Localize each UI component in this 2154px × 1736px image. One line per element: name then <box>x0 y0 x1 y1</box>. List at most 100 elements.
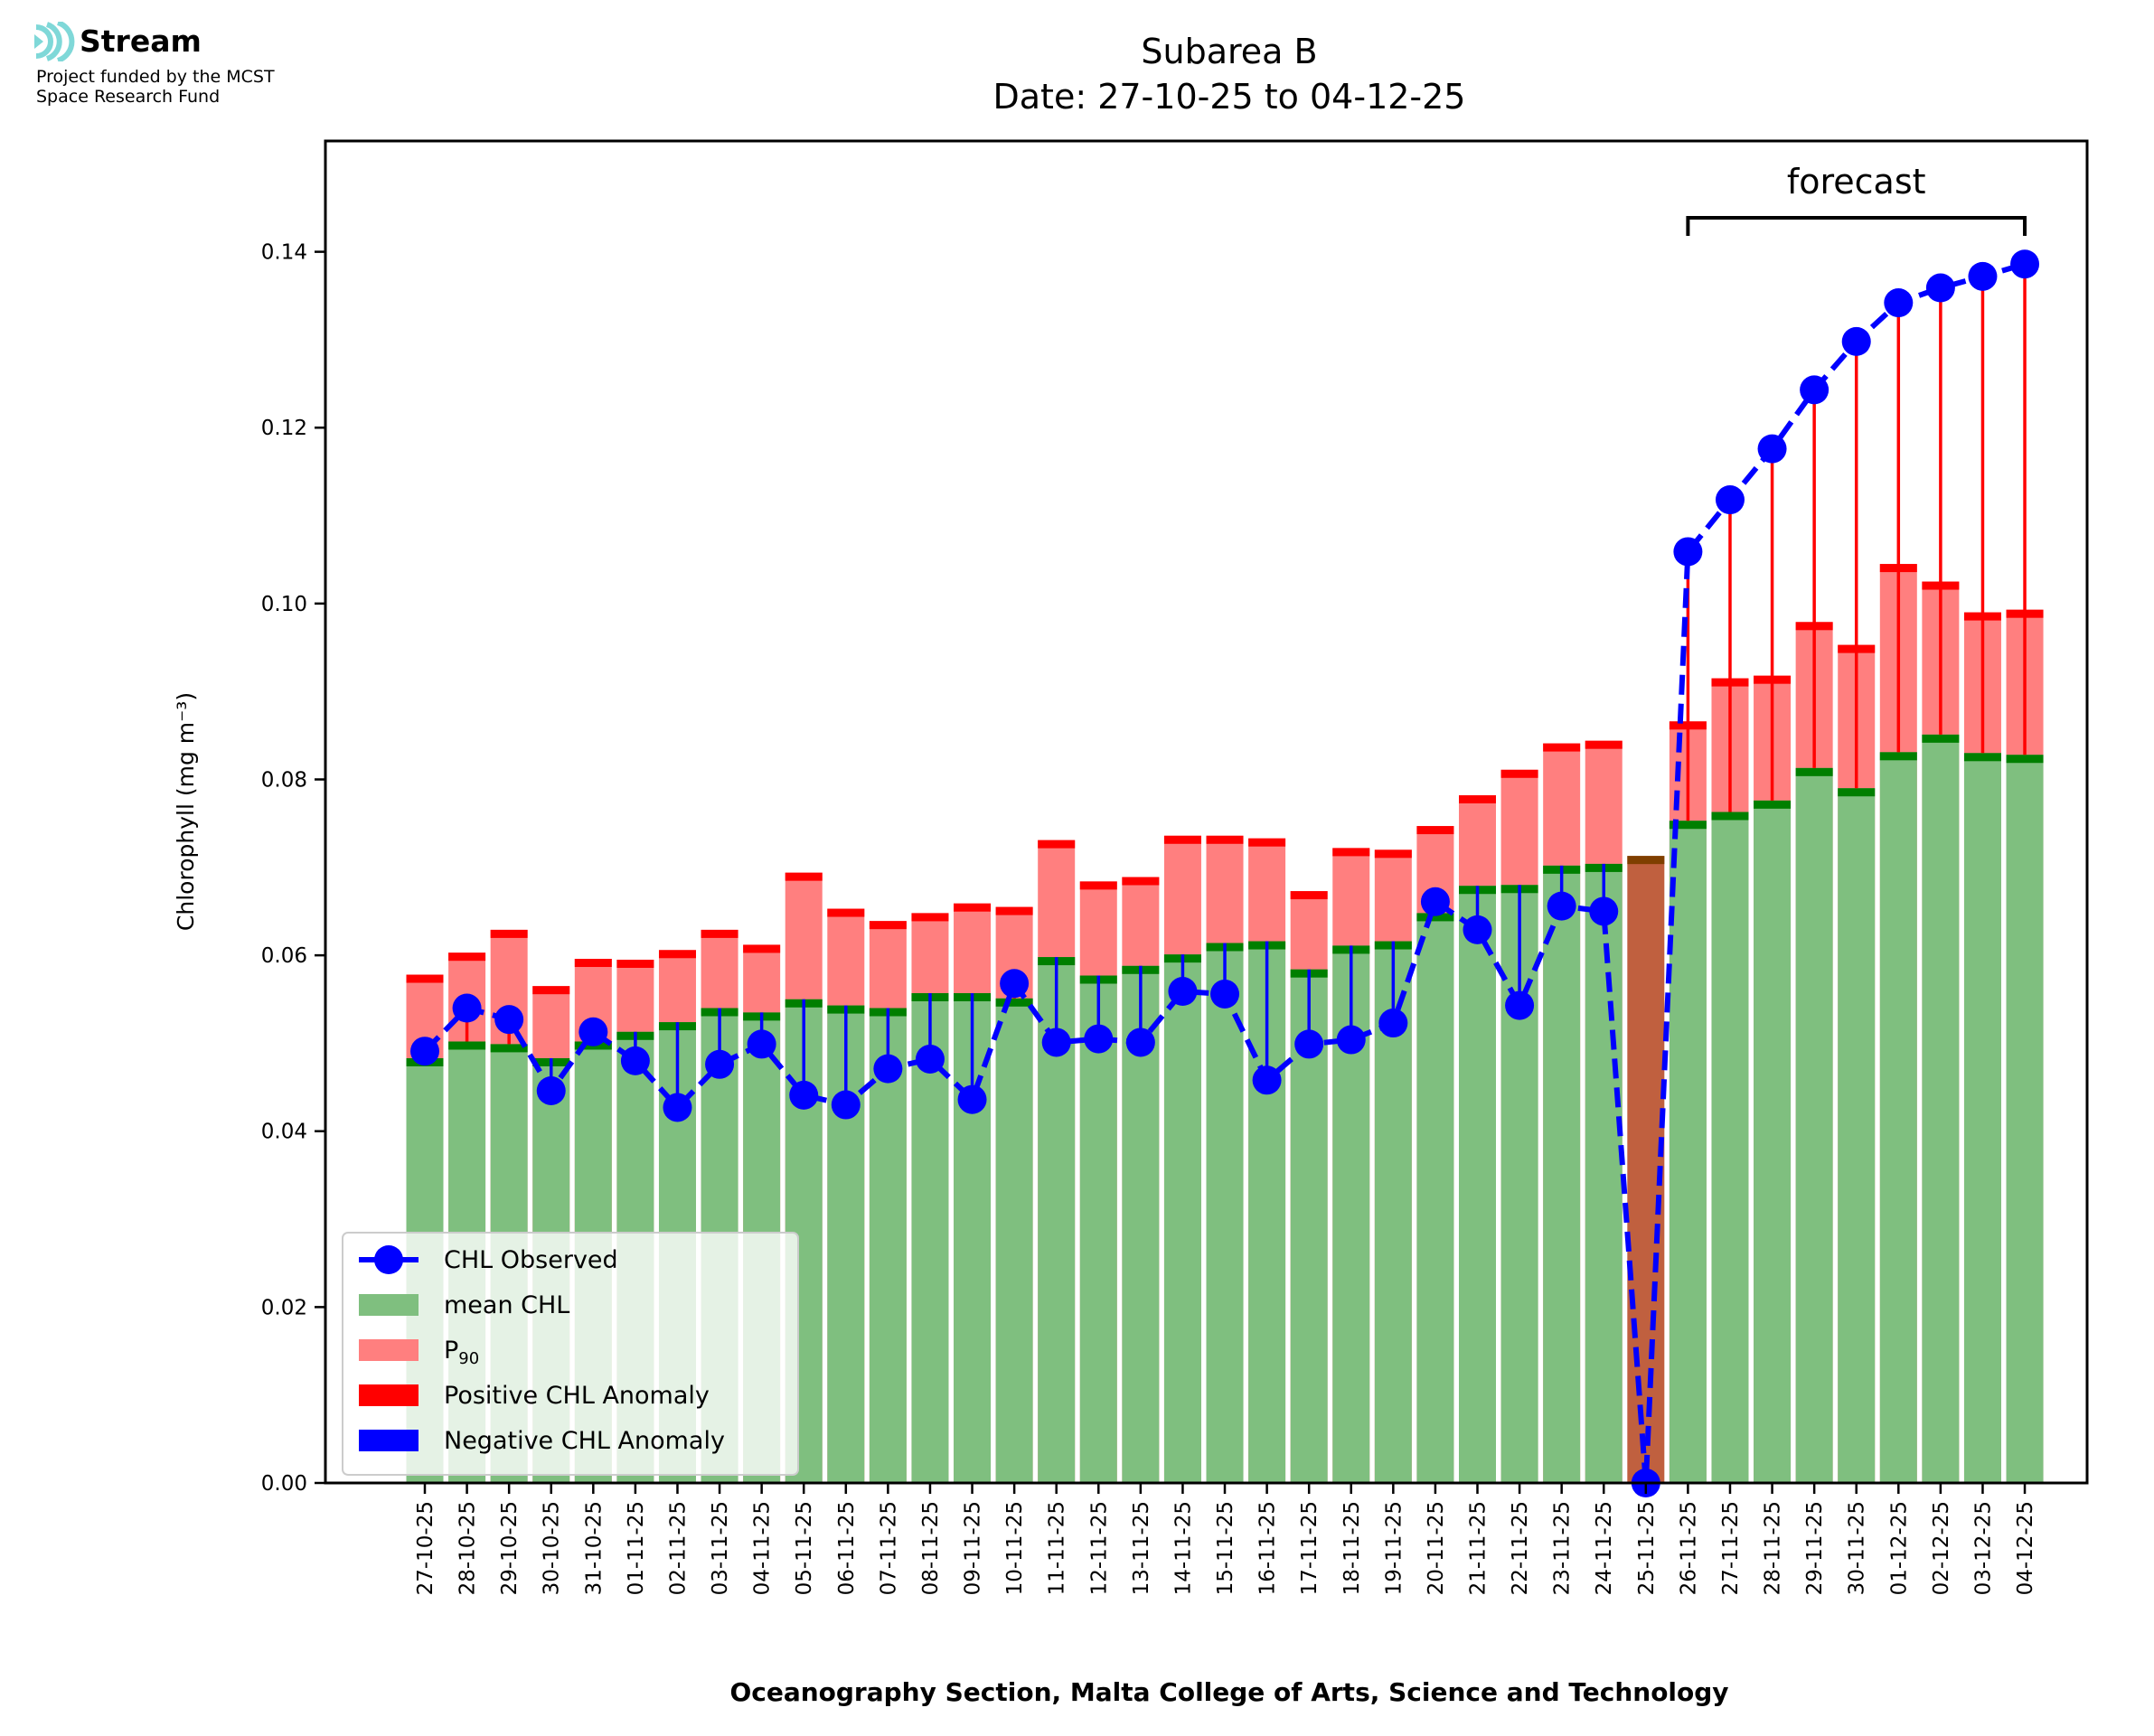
bar-mean-cap <box>448 1041 486 1050</box>
x-tick-label: 31-10-25 <box>582 1501 606 1595</box>
x-tick-label: 04-11-25 <box>751 1501 775 1595</box>
bar-p90-cap <box>1206 835 1244 844</box>
x-tick-label: 19-11-25 <box>1382 1501 1406 1595</box>
x-tick-label: 30-10-25 <box>541 1501 564 1595</box>
observed-point <box>1841 326 1871 356</box>
legend-swatch-icon <box>359 1384 419 1406</box>
bar-mean <box>1795 767 1833 1483</box>
x-tick-label: 01-12-25 <box>1887 1501 1911 1595</box>
x-axis-label: Oceanography Section, Malta College of A… <box>729 1677 1728 1707</box>
legend-label-subscript: 90 <box>458 1349 479 1368</box>
bar-missing-cap <box>1627 856 1665 865</box>
observed-point <box>536 1075 566 1105</box>
brand-name: Stream <box>80 23 202 59</box>
y-tick-label: 0.10 <box>261 593 307 616</box>
bar-mean-cap <box>995 998 1033 1007</box>
x-tick-label: 27-11-25 <box>1719 1501 1743 1595</box>
bar-p90-cap <box>911 913 949 922</box>
axes-frame <box>324 139 2089 1485</box>
observed-point <box>747 1029 776 1059</box>
bar-mean <box>911 992 949 1483</box>
legend-label: mean CHL <box>444 1291 569 1319</box>
bar-p90-cap <box>995 906 1033 915</box>
x-tick-label: 10-11-25 <box>1003 1501 1027 1595</box>
axes-layer: 0.00 0.02 0.04 0.06 0.08 0.10 0.12 0.14 27-10-25… <box>261 139 2089 1595</box>
bar-p90-cap <box>1500 769 1538 778</box>
bar-p90-cap <box>954 903 992 912</box>
bar-p90-cap <box>869 921 907 930</box>
bar-mean-cap <box>2006 755 2044 764</box>
observed-point <box>873 1054 903 1084</box>
observed-line-layer <box>410 249 2040 1497</box>
observed-point <box>1547 891 1576 921</box>
y-axis-label: Chlorophyll (mg m⁻³) <box>173 692 199 931</box>
legend-swatch-icon <box>359 1430 419 1451</box>
bar-p90-cap <box>1122 877 1160 886</box>
x-tick-label: 09-11-25 <box>962 1501 985 1595</box>
x-tick-label: 25-11-25 <box>1635 1501 1659 1595</box>
x-tick-label: 14-11-25 <box>1171 1501 1195 1595</box>
x-tick-label: 24-11-25 <box>1593 1501 1616 1595</box>
bar-mean <box>869 1008 907 1483</box>
legend-observed-marker-icon <box>374 1245 403 1274</box>
legend-swatch-icon <box>359 1339 419 1361</box>
x-tick-label: 12-11-25 <box>1087 1501 1111 1595</box>
bar-mean-cap <box>490 1044 528 1053</box>
x-tick-label: 29-11-25 <box>1803 1501 1827 1595</box>
y-tick-label: 0.02 <box>261 1296 307 1319</box>
bar-p90-cap <box>785 872 823 881</box>
observed-point <box>1084 1024 1114 1054</box>
stream-logo-icon <box>34 22 78 61</box>
bar-mean-cap <box>1711 812 1749 821</box>
observed-point <box>1968 261 1998 291</box>
bar-mean-cap <box>1416 913 1454 922</box>
legend-label: CHL Observed <box>444 1246 618 1274</box>
x-tick-label: 05-11-25 <box>793 1501 816 1595</box>
observed-point <box>1715 485 1745 515</box>
x-tick-label: 21-11-25 <box>1467 1501 1491 1595</box>
observed-point <box>1000 969 1030 999</box>
bar-mean-cap <box>1669 821 1707 830</box>
bar-p90-cap <box>701 929 738 938</box>
observed-point <box>1378 1009 1408 1038</box>
x-tick-label: 18-11-25 <box>1340 1501 1364 1595</box>
observed-point <box>2010 249 2040 279</box>
x-tick-label: 01-11-25 <box>625 1501 648 1595</box>
legend-label: Positive CHL Anomaly <box>444 1382 710 1410</box>
bar-mean <box>1879 752 1917 1483</box>
brand-subtitle-line1: Project funded by the MCST <box>36 67 275 87</box>
y-tick-label: 0.00 <box>261 1472 307 1496</box>
bar-mean <box>995 998 1033 1483</box>
bar-p90-cap <box>743 944 781 953</box>
bar-mean <box>1838 788 1876 1483</box>
observed-point <box>1800 375 1829 405</box>
observed-point <box>1505 990 1535 1020</box>
bar-mean <box>1711 812 1749 1483</box>
bar-mean <box>1416 913 1454 1483</box>
x-tick-label: 22-11-25 <box>1509 1501 1532 1595</box>
y-tick-label: 0.08 <box>261 768 307 792</box>
x-tick-label: 07-11-25 <box>877 1501 900 1595</box>
x-tick-label: 29-10-25 <box>498 1501 522 1595</box>
bar-mean <box>2006 755 2044 1483</box>
bar-mean-cap <box>1795 767 1833 776</box>
bar-p90-cap <box>448 952 486 962</box>
x-tick-label: 04-12-25 <box>2014 1501 2037 1595</box>
x-tick-label: 28-11-25 <box>1762 1501 1785 1595</box>
observed-point <box>1673 537 1703 567</box>
bar-p90-cap <box>490 929 528 938</box>
observed-point <box>410 1037 439 1066</box>
x-tick-label: 03-11-25 <box>709 1501 732 1595</box>
chart-subtitle: Date: 27-10-25 to 04-12-25 <box>993 77 1466 117</box>
bar-p90-cap <box>1038 840 1076 849</box>
y-tick-label: 0.14 <box>261 241 307 265</box>
observed-point <box>1294 1029 1324 1059</box>
bar-p90-cap <box>616 959 654 968</box>
x-tick-label: 28-10-25 <box>456 1501 480 1595</box>
legend-label: Negative CHL Anomaly <box>444 1427 725 1455</box>
observed-point <box>1420 887 1450 916</box>
observed-point <box>494 1005 524 1035</box>
forecast-bracket <box>1686 216 2027 236</box>
